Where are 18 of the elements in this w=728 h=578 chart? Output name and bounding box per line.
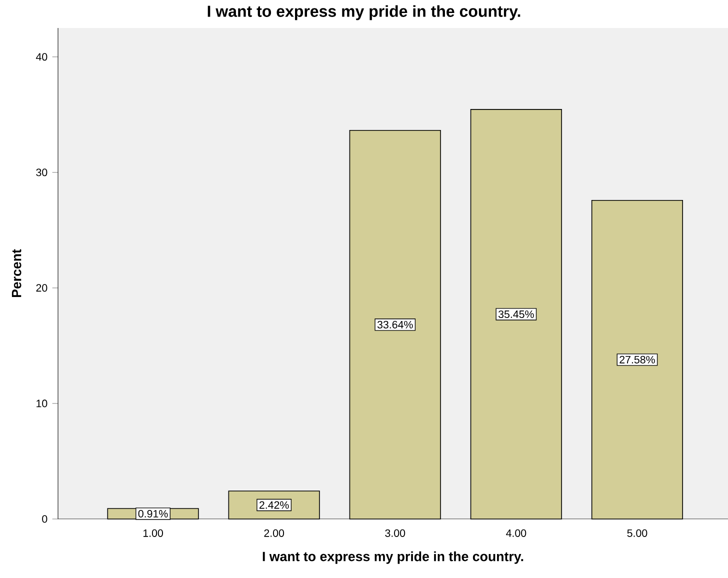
- x-axis-title: I want to express my pride in the country.: [262, 551, 524, 564]
- chart-title: I want to express my pride in the country.: [208, 5, 520, 20]
- x-tick-label: 2.00: [264, 529, 284, 537]
- x-tick-label: 4.00: [506, 529, 526, 537]
- data-label: 35.45%: [498, 310, 534, 318]
- y-tick-label: 30: [36, 168, 48, 176]
- data-label: 2.42%: [259, 501, 289, 509]
- data-label: 33.64%: [377, 320, 413, 328]
- data-label: 0.91%: [138, 510, 168, 518]
- y-tick-label: 10: [36, 400, 48, 408]
- x-tick-label: 3.00: [385, 529, 406, 537]
- x-tick-label: 1.00: [143, 529, 163, 537]
- y-tick-label: 40: [36, 53, 48, 61]
- x-tick-label: 5.00: [627, 529, 648, 537]
- y-tick-label: 20: [36, 284, 48, 292]
- y-axis-title: Percent: [12, 249, 22, 298]
- data-label: 27.58%: [620, 356, 655, 364]
- y-tick-label: 0: [42, 515, 48, 523]
